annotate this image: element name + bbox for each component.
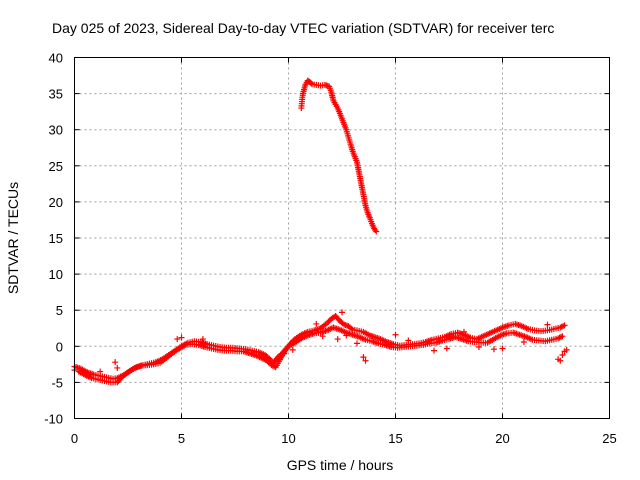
y-tick-label: 15 (49, 231, 63, 246)
y-tick-label: 25 (49, 159, 63, 174)
data-points (71, 77, 570, 386)
y-tick-label: -10 (44, 412, 63, 427)
data-point (360, 354, 367, 361)
grid (74, 57, 610, 419)
data-point (558, 323, 565, 330)
data-point (253, 349, 260, 356)
data-point (353, 340, 360, 347)
x-tick-label: 15 (388, 431, 402, 446)
y-tick-label: 40 (49, 51, 63, 66)
data-point (334, 336, 341, 343)
data-point (557, 357, 564, 364)
data-point (114, 364, 121, 371)
y-tick-label: -5 (51, 375, 63, 390)
data-point (199, 336, 206, 343)
x-tick-label: 5 (178, 431, 185, 446)
data-point (520, 338, 527, 345)
data-point (325, 318, 332, 325)
y-tick-label: 5 (56, 303, 63, 318)
data-point (443, 345, 450, 352)
y-axis-label: SDTVAR / TECUs (5, 182, 21, 294)
data-point (373, 228, 380, 235)
tick-marks (74, 57, 610, 419)
data-point (339, 309, 345, 316)
x-tick-label: 10 (281, 431, 295, 446)
data-point (264, 354, 271, 361)
data-point (559, 351, 566, 358)
y-tick-label: 0 (56, 339, 63, 354)
data-point (556, 334, 563, 341)
x-axis-label: GPS time / hours (287, 457, 394, 473)
x-tick-label: 20 (495, 431, 509, 446)
data-point (460, 328, 467, 335)
data-point (544, 321, 551, 328)
data-point (405, 337, 412, 344)
data-point (499, 345, 506, 352)
data-point (362, 357, 369, 364)
data-point (490, 346, 497, 353)
data-point (281, 350, 288, 357)
data-point (307, 80, 314, 87)
x-tick-labels: 0 5 10 15 20 25 (71, 431, 617, 446)
data-point (431, 347, 438, 354)
data-point (561, 322, 568, 329)
chart-title: Day 025 of 2023, Sidereal Day-to-day VTE… (52, 20, 554, 36)
data-point (174, 336, 181, 343)
data-point (392, 331, 399, 338)
data-point (97, 368, 104, 375)
y-tick-label: 30 (49, 123, 63, 138)
x-tick-label: 25 (602, 431, 616, 446)
data-point (178, 334, 185, 341)
data-point (559, 333, 566, 340)
y-tick-label: 35 (49, 87, 63, 102)
y-tick-label: 20 (49, 195, 63, 210)
data-point (563, 346, 570, 353)
data-point (343, 332, 350, 339)
y-tick-label: 10 (49, 267, 63, 282)
data-point (313, 320, 320, 327)
data-point (319, 333, 326, 340)
data-point (289, 346, 296, 353)
data-point (475, 344, 482, 351)
x-tick-label: 0 (71, 431, 78, 446)
data-point (112, 359, 119, 366)
y-tick-labels: -10 -5 0 5 10 15 20 25 30 35 40 (44, 51, 63, 427)
